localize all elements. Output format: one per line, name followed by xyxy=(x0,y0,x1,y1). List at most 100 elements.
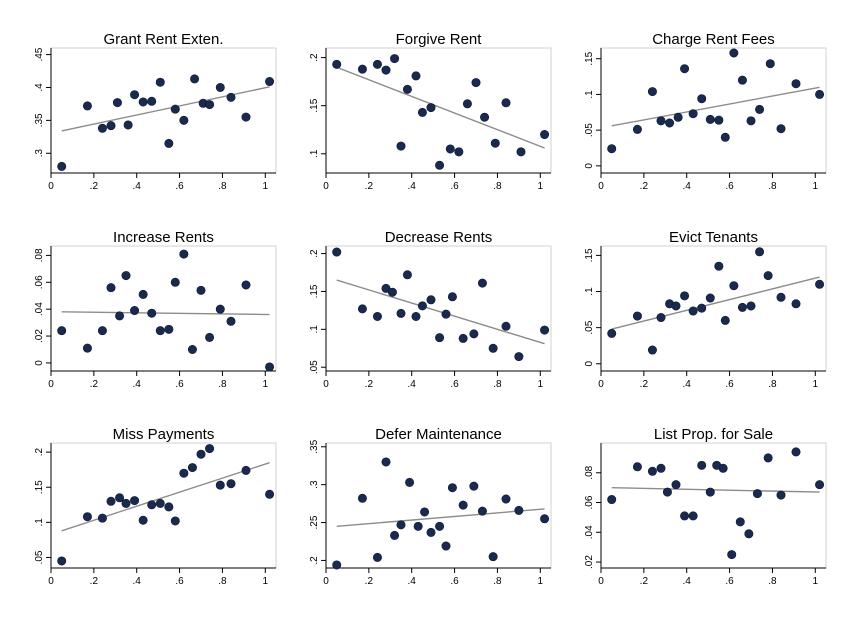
data-point xyxy=(705,487,715,497)
x-tick-label: .6 xyxy=(175,576,184,587)
data-point xyxy=(226,479,236,489)
x-tick-label: 0 xyxy=(323,379,329,390)
data-point xyxy=(501,321,511,331)
data-point xyxy=(488,343,498,353)
data-point xyxy=(632,311,642,321)
data-point xyxy=(776,124,786,134)
data-point xyxy=(123,120,133,130)
panel-title: Decrease Rents xyxy=(385,229,493,246)
data-point xyxy=(381,65,391,75)
data-point xyxy=(205,100,215,110)
data-point xyxy=(697,303,707,313)
data-point xyxy=(632,124,642,134)
data-point xyxy=(179,249,189,259)
data-point xyxy=(138,515,148,525)
data-point xyxy=(656,116,666,126)
x-tick-label: 0 xyxy=(598,181,604,192)
y-tick-label: .4 xyxy=(34,83,45,92)
data-point xyxy=(241,465,251,475)
x-tick-label: .6 xyxy=(725,181,734,192)
data-point xyxy=(106,496,116,506)
data-point xyxy=(205,444,215,454)
data-point xyxy=(97,513,107,523)
data-point xyxy=(501,98,511,108)
data-point xyxy=(488,552,498,562)
x-tick-label: .4 xyxy=(408,576,417,587)
data-point xyxy=(435,160,445,170)
fit-line xyxy=(611,486,820,493)
data-point xyxy=(196,285,206,295)
data-point xyxy=(57,556,67,566)
data-point xyxy=(147,96,157,106)
y-tick-label: .1 xyxy=(34,518,45,527)
plot-area xyxy=(600,442,827,569)
data-point xyxy=(662,487,672,497)
panel-2: Forgive Rent 0 .2 .4 .6 .8 1 .1 .15 .2 xyxy=(309,31,552,192)
data-point xyxy=(130,90,140,100)
panel-4: Increase Rents 0 .2 .4 .6 .8 1 0 .02 .04 .06 .08 xyxy=(34,229,277,390)
data-point xyxy=(372,311,382,321)
x-tick-label: 1 xyxy=(263,379,269,390)
data-point xyxy=(671,301,681,311)
data-point xyxy=(411,71,421,81)
panel-title: Defer Maintenance xyxy=(375,426,502,443)
data-point xyxy=(190,74,200,84)
y-tick-label: .15 xyxy=(309,284,320,298)
x-tick-label: .8 xyxy=(768,181,777,192)
data-point xyxy=(187,463,197,473)
x-tick-label: 1 xyxy=(263,181,269,192)
data-point xyxy=(155,498,165,508)
panel-8: Defer Maintenance 0 .2 .4 .6 .8 1 .2 .25 .3 .35 xyxy=(309,426,552,587)
y-tick-label: .25 xyxy=(309,515,320,529)
data-point xyxy=(196,449,206,459)
panel-title: Charge Rent Fees xyxy=(652,31,775,48)
data-point xyxy=(426,103,436,113)
data-point xyxy=(170,277,180,287)
x-tick-label: .8 xyxy=(768,576,777,587)
x-tick-label: .8 xyxy=(218,576,227,587)
data-point xyxy=(665,118,675,128)
data-point xyxy=(357,493,367,503)
y-tick-label: .3 xyxy=(34,149,45,158)
data-point xyxy=(226,92,236,102)
data-point xyxy=(57,161,67,171)
x-tick-label: .8 xyxy=(768,379,777,390)
data-point xyxy=(106,283,116,293)
x-tick-label: .6 xyxy=(450,181,459,192)
data-point xyxy=(82,512,92,522)
data-point xyxy=(714,261,724,271)
data-point xyxy=(130,306,140,316)
x-tick-label: .4 xyxy=(408,181,417,192)
data-point xyxy=(540,514,550,524)
x-tick-label: .2 xyxy=(365,379,374,390)
data-point xyxy=(413,521,423,531)
data-point xyxy=(265,362,275,372)
data-point xyxy=(680,291,690,301)
x-tick-label: 0 xyxy=(48,181,54,192)
x-tick-label: .8 xyxy=(218,379,227,390)
data-point xyxy=(155,77,165,87)
y-tick-label: .02 xyxy=(584,555,595,569)
data-point xyxy=(405,477,415,487)
data-point xyxy=(372,552,382,562)
data-point xyxy=(215,480,225,490)
y-tick-label: .15 xyxy=(584,248,595,262)
y-tick-label: .05 xyxy=(584,123,595,137)
x-tick-label: .4 xyxy=(408,379,417,390)
data-point xyxy=(480,112,490,122)
data-point xyxy=(241,280,251,290)
x-tick-label: 1 xyxy=(538,181,544,192)
data-point xyxy=(647,87,657,97)
panel-title: Evict Tenants xyxy=(669,229,758,246)
y-tick-label: .2 xyxy=(34,448,45,457)
x-tick-label: .2 xyxy=(640,576,649,587)
panel-6: Evict Tenants 0 .2 .4 .6 .8 1 0 .05 .1 .15 xyxy=(584,229,827,390)
data-point xyxy=(205,332,215,342)
data-point xyxy=(82,101,92,111)
y-tick-label: .35 xyxy=(34,113,45,127)
data-point xyxy=(714,115,724,125)
y-tick-label: 0 xyxy=(584,163,595,169)
data-point xyxy=(815,480,825,490)
data-point xyxy=(426,295,436,305)
data-point xyxy=(265,489,275,499)
